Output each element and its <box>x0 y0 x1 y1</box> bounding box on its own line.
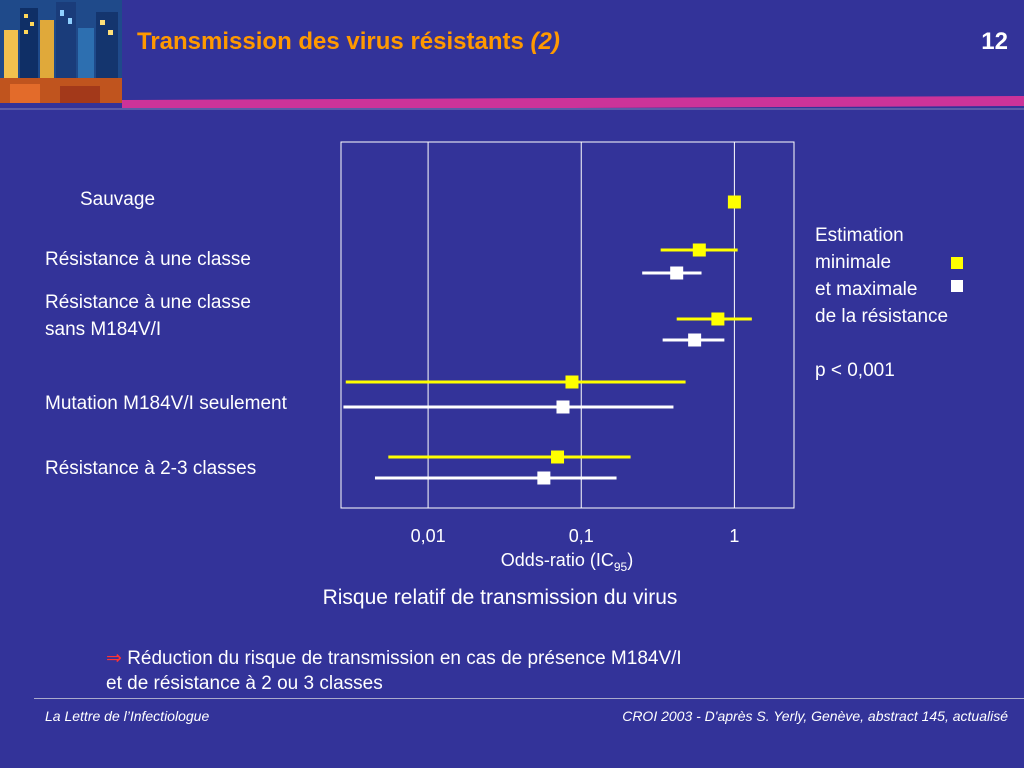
title-divider <box>0 96 1024 110</box>
legend-line-1: Estimation <box>815 225 904 246</box>
slide-number: 12 <box>981 28 1008 55</box>
legend-line-4: de la résistance <box>815 306 949 327</box>
point-estimate-row3-max <box>556 400 570 414</box>
point-estimate-row4-max <box>537 471 551 485</box>
point-estimate-row4-min <box>551 450 565 464</box>
row-label-one-class: Résistance à une classe <box>45 249 251 270</box>
implies-arrow-icon: ⇒ <box>106 648 122 669</box>
chart-caption: Risque relatif de transmission du virus <box>322 586 678 609</box>
footer-divider <box>34 698 1024 699</box>
city-skyline-logo <box>0 0 122 103</box>
row-label-m184-only: Mutation M184V/I seulement <box>45 393 287 414</box>
slide-title: Transmission des virus résistants (2) <box>137 28 560 56</box>
point-estimate-row3-min <box>565 375 579 389</box>
row-label-2-3-classes: Résistance à 2-3 classes <box>45 458 257 479</box>
legend-swatch-max <box>951 280 963 292</box>
footer-source-journal: La Lettre de l’Infectiologue <box>45 708 210 724</box>
point-estimate-row1-max <box>670 266 684 280</box>
legend-line-3: et maximale <box>815 279 918 300</box>
point-estimate-row2-min <box>711 312 725 326</box>
title-text: Transmission des virus résistants <box>137 28 524 55</box>
legend-line-2: minimale <box>815 252 892 273</box>
row-label-sauvage: Sauvage <box>80 189 156 210</box>
point-estimate-row0-min <box>727 195 741 209</box>
conclusion-line-1: Réduction du risque de transmission en c… <box>127 648 682 669</box>
point-estimate-row2-max <box>688 333 702 347</box>
plot-frame <box>340 141 795 509</box>
x-axis-label: Odds-ratio (IC95) <box>501 550 633 574</box>
x-tick-label-2: 1 <box>729 526 739 546</box>
title-paren: (2) <box>530 28 560 55</box>
legend-swatch-min <box>951 257 963 269</box>
x-tick-label-0: 0,01 <box>411 526 446 546</box>
legend: Estimation minimale et maximale de la ré… <box>815 222 963 330</box>
conclusion-line-2: et de résistance à 2 ou 3 classes <box>106 673 383 694</box>
forest-plot: 0,01 0,1 1 Odds-ratio (IC95) <box>340 141 795 574</box>
p-value: p < 0,001 <box>815 360 895 381</box>
conclusion: ⇒ Réduction du risque de transmission en… <box>106 646 682 696</box>
row-label-one-class-no-m184: Résistance à une classe sans M184V/I <box>45 292 251 340</box>
point-estimate-row1-min <box>692 243 706 257</box>
x-tick-label-1: 0,1 <box>569 526 594 546</box>
footer-reference: CROI 2003 - D'après S. Yerly, Genève, ab… <box>622 708 1008 724</box>
